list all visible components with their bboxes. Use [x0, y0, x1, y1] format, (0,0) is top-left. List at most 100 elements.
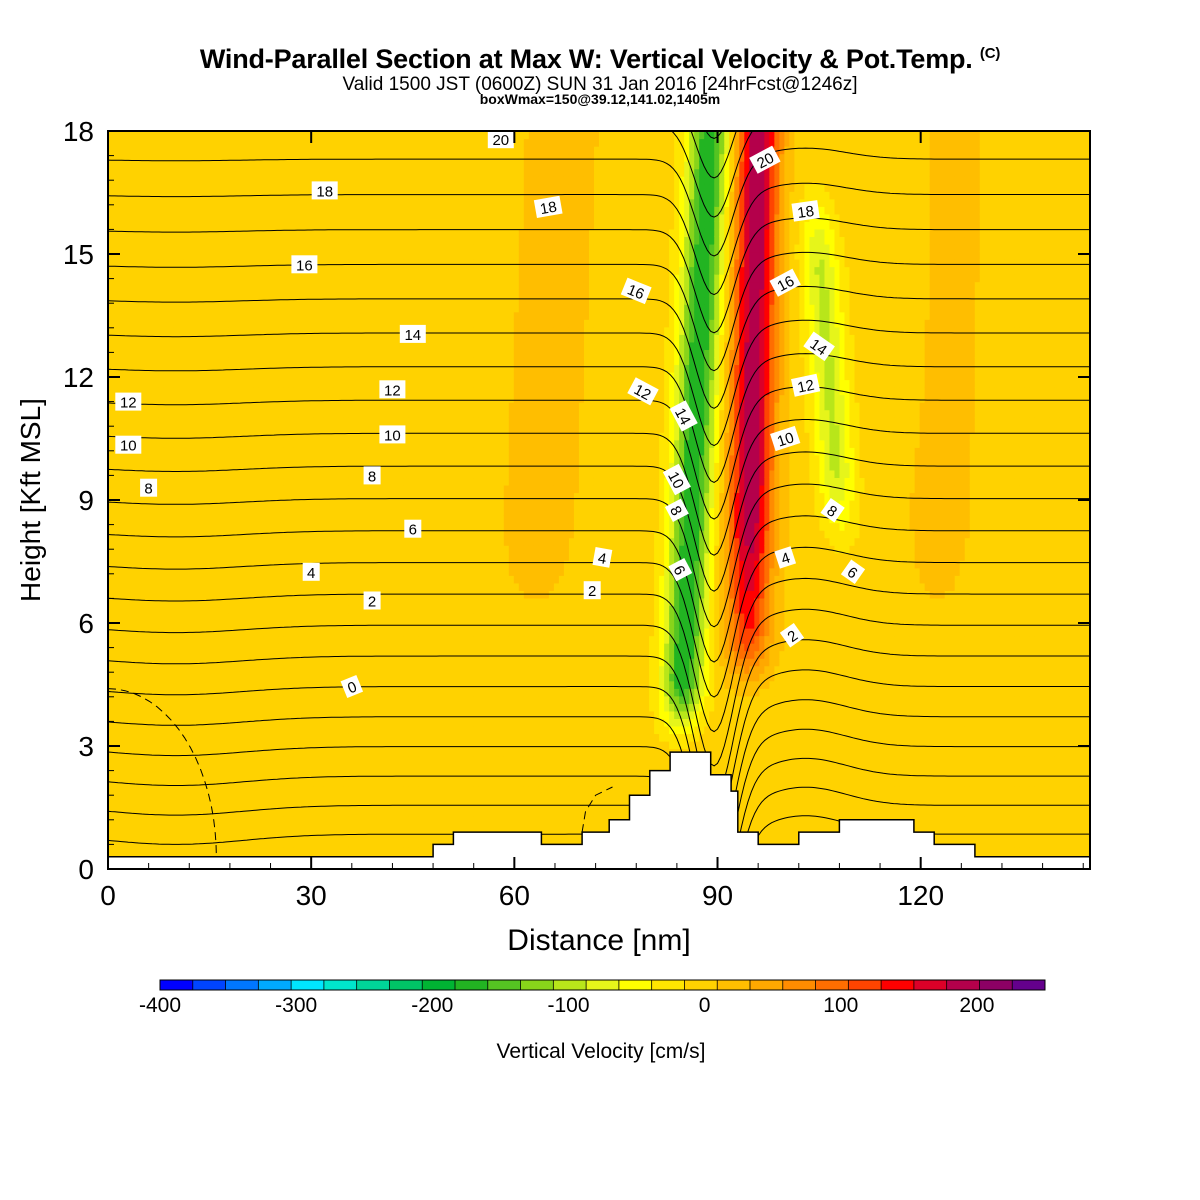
velocity-cell	[143, 289, 149, 298]
velocity-cell	[273, 545, 279, 554]
velocity-cell	[358, 597, 365, 607]
velocity-cell	[268, 281, 274, 290]
velocity-cell	[338, 756, 345, 765]
velocity-cell	[238, 522, 244, 531]
velocity-cell	[333, 560, 340, 569]
velocity-cell	[343, 191, 350, 200]
velocity-cell	[173, 786, 179, 795]
velocity-cell	[158, 545, 164, 554]
velocity-cell	[128, 560, 134, 569]
velocity-cell	[248, 289, 254, 298]
velocity-cell	[358, 251, 365, 260]
velocity-cell	[243, 168, 249, 177]
velocity-cell	[243, 718, 249, 727]
velocity-cell	[233, 341, 239, 350]
velocity-cell	[178, 379, 184, 388]
velocity-cell	[143, 146, 149, 155]
velocity-cell	[188, 259, 194, 268]
velocity-cell	[328, 454, 335, 463]
velocity-cell	[243, 808, 249, 817]
velocity-cell	[283, 469, 289, 479]
velocity-cell	[343, 635, 350, 644]
velocity-cell	[248, 778, 254, 787]
velocity-cell	[178, 725, 184, 735]
velocity-cell	[348, 319, 355, 328]
velocity-cell	[268, 740, 274, 750]
velocity-cell	[153, 695, 159, 704]
velocity-cell	[138, 424, 144, 433]
velocity-cell	[318, 168, 325, 177]
velocity-cell	[198, 695, 204, 704]
velocity-cell	[153, 560, 159, 569]
velocity-cell	[258, 507, 264, 516]
velocity-cell	[318, 643, 325, 652]
velocity-cell	[283, 402, 289, 411]
velocity-cell	[228, 311, 234, 320]
velocity-cell	[348, 725, 355, 735]
velocity-cell	[258, 417, 264, 426]
velocity-cell	[318, 447, 325, 456]
velocity-cell	[243, 259, 249, 268]
velocity-cell	[208, 484, 214, 494]
velocity-cell	[268, 680, 274, 689]
velocity-cell	[163, 567, 169, 576]
velocity-cell	[113, 364, 119, 373]
velocity-cell	[278, 417, 284, 426]
velocity-cell	[208, 582, 214, 591]
velocity-cell	[328, 763, 335, 772]
velocity-cell	[223, 725, 229, 735]
velocity-cell	[213, 206, 219, 215]
velocity-cell	[153, 168, 159, 177]
velocity-cell	[328, 259, 335, 268]
velocity-cell	[173, 545, 179, 554]
velocity-cell	[348, 326, 355, 335]
velocity-cell	[138, 259, 144, 268]
velocity-cell	[138, 778, 144, 787]
velocity-cell	[268, 575, 274, 584]
velocity-cell	[133, 198, 139, 207]
velocity-cell	[353, 786, 360, 795]
velocity-cell	[298, 424, 304, 433]
velocity-cell	[343, 341, 350, 350]
velocity-cell	[193, 763, 199, 772]
velocity-cell	[223, 176, 229, 185]
velocity-cell	[233, 838, 239, 848]
velocity-cell	[188, 176, 194, 185]
velocity-cell	[238, 213, 244, 222]
velocity-cell	[193, 530, 199, 539]
velocity-cell	[308, 364, 315, 373]
velocity-cell	[153, 424, 159, 433]
velocity-cell	[233, 725, 239, 735]
velocity-cell	[133, 161, 139, 170]
velocity-cell	[213, 740, 219, 750]
velocity-cell	[178, 612, 184, 622]
velocity-cell	[208, 530, 214, 539]
velocity-cell	[258, 356, 264, 366]
velocity-cell	[113, 462, 119, 471]
velocity-cell	[218, 319, 224, 328]
velocity-cell	[218, 191, 224, 200]
velocity-cell	[283, 786, 289, 795]
velocity-cell	[118, 793, 124, 802]
velocity-cell	[248, 718, 254, 727]
velocity-cell	[203, 522, 209, 531]
velocity-cell	[143, 356, 149, 366]
velocity-cell	[293, 522, 299, 531]
velocity-cell	[263, 454, 269, 463]
velocity-cell	[263, 771, 269, 780]
velocity-cell	[213, 228, 219, 238]
velocity-cell	[223, 228, 229, 238]
velocity-cell	[198, 552, 204, 561]
velocity-cell	[288, 725, 294, 735]
velocity-cell	[123, 221, 129, 230]
velocity-cell	[353, 274, 360, 283]
velocity-cell	[343, 507, 350, 516]
velocity-cell	[263, 447, 269, 456]
velocity-cell	[148, 447, 154, 456]
velocity-cell	[293, 281, 299, 290]
velocity-cell	[323, 394, 330, 403]
velocity-cell	[328, 597, 335, 607]
velocity-cell	[113, 500, 119, 509]
velocity-cell	[303, 228, 310, 238]
velocity-cell	[143, 507, 149, 516]
